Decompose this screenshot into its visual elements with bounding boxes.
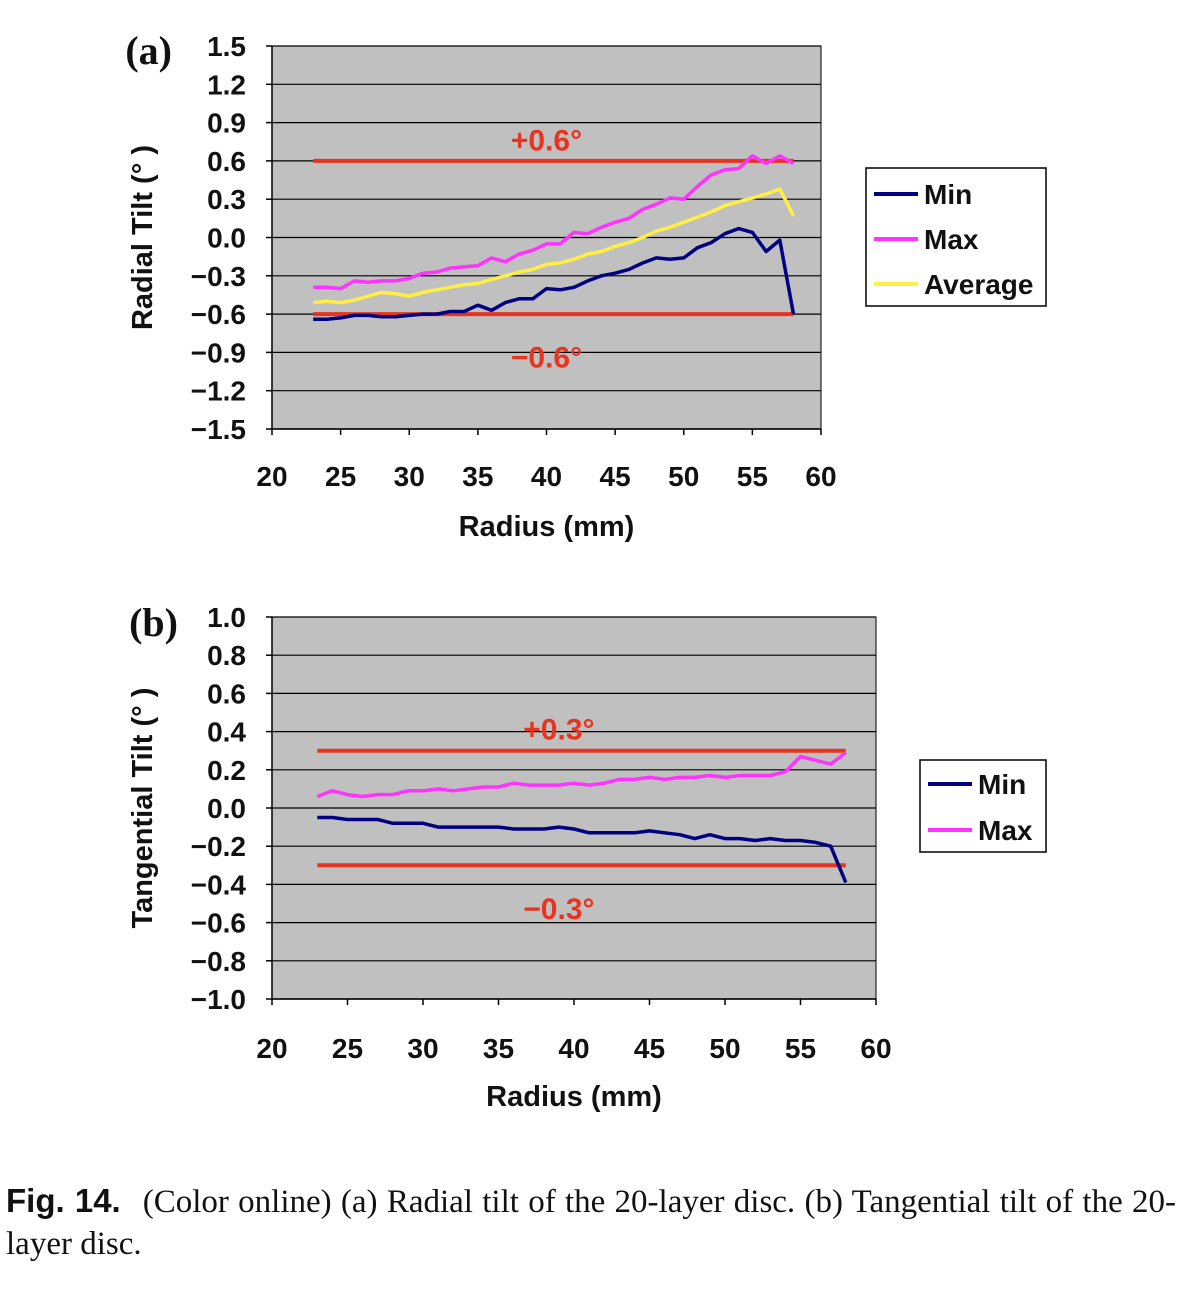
- y-tick-label: −0.4: [191, 869, 247, 900]
- x-tick-label: 55: [785, 1033, 816, 1064]
- x-tick-label: 40: [531, 461, 562, 492]
- reference-label: +0.6°: [511, 124, 582, 157]
- y-tick-label: 0.6: [207, 146, 246, 177]
- y-tick-label: 0.3: [207, 184, 246, 215]
- x-tick-label: 40: [558, 1033, 589, 1064]
- x-tick-label: 25: [325, 461, 356, 492]
- panel-label: (a): [125, 28, 172, 73]
- x-axis-label: Radius (mm): [459, 511, 635, 543]
- y-tick-label: −0.6: [191, 908, 246, 939]
- y-tick-label: 0.9: [207, 108, 246, 139]
- y-tick-label: −0.9: [191, 337, 246, 368]
- x-tick-label: 55: [737, 461, 768, 492]
- y-tick-label: −0.6: [191, 299, 246, 330]
- y-tick-label: −0.3: [191, 261, 246, 292]
- x-tick-label: 45: [634, 1033, 665, 1064]
- x-tick-label: 50: [668, 461, 699, 492]
- y-tick-label: 0.2: [207, 755, 246, 786]
- legend-box: [919, 759, 1047, 853]
- y-tick-label: −1.0: [191, 984, 246, 1015]
- caption-label: Fig. 14.: [6, 1182, 121, 1219]
- x-tick-label: 20: [256, 1033, 287, 1064]
- y-axis-label: Tangential Tilt (° ): [127, 688, 159, 929]
- y-tick-label: 0.4: [207, 717, 246, 748]
- x-tick-label: 25: [332, 1033, 363, 1064]
- legend: Min Max Average: [865, 167, 1047, 307]
- y-tick-label: −0.2: [191, 831, 246, 862]
- x-tick-label: 50: [709, 1033, 740, 1064]
- y-tick-label: 0.8: [207, 640, 246, 671]
- x-tick-label: 20: [256, 461, 287, 492]
- y-tick-label: −1.5: [191, 414, 246, 445]
- y-tick-label: −1.2: [191, 376, 246, 407]
- y-axis-label: Radial Tilt (° ): [127, 145, 159, 330]
- legend-entry: Min: [978, 769, 1026, 800]
- y-tick-label: 0.0: [207, 223, 246, 254]
- x-axis-label: Radius (mm): [486, 1081, 662, 1113]
- reference-label: −0.6°: [511, 342, 582, 375]
- chart-radial-tilt: 1.5 1.2 0.9 0.6 0.3 0.0 −0.3 −0.6 −0.9 −1.2 −1.5 20…: [125, 28, 1047, 543]
- x-tick-label: 35: [483, 1033, 514, 1064]
- caption-text: (Color online) (a) Radial tilt of the 20…: [6, 1184, 1177, 1262]
- chart-tangential-tilt: 1.0 0.8 0.6 0.4 0.2 0.0 −0.2 −0.4 −0.6 −0.8 −1.0 20…: [127, 600, 1047, 1113]
- series-line-max: [316, 751, 847, 799]
- legend-entry: Max: [924, 224, 979, 255]
- y-tick-label: 0.6: [207, 678, 246, 709]
- panel-label: (b): [129, 600, 178, 645]
- legend-entry: Average: [924, 269, 1033, 300]
- reference-label: −0.3°: [523, 893, 594, 926]
- legend-entry: Max: [978, 815, 1033, 846]
- legend-entry: Min: [924, 179, 972, 210]
- x-tick-label: 30: [407, 1033, 438, 1064]
- y-tick-label: 1.2: [207, 69, 246, 100]
- y-tick-label: 1.0: [207, 602, 246, 633]
- x-tick-label: 35: [462, 461, 493, 492]
- y-tick-label: 0.0: [207, 793, 246, 824]
- legend: Min Max: [919, 759, 1047, 853]
- figure-caption: Fig. 14. (Color online) (a) Radial tilt o…: [6, 1180, 1176, 1265]
- x-tick-label: 30: [394, 461, 425, 492]
- y-tick-label: 1.5: [207, 31, 246, 62]
- series-line-average: [313, 187, 796, 305]
- reference-label: +0.3°: [523, 714, 594, 747]
- x-tick-label: 45: [600, 461, 631, 492]
- x-tick-label: 60: [860, 1033, 891, 1064]
- series-line-max: [313, 154, 795, 291]
- series-line-min: [317, 815, 848, 884]
- y-tick-label: −0.8: [191, 946, 246, 977]
- series-line-min: [313, 226, 796, 321]
- x-tick-label: 60: [805, 461, 836, 492]
